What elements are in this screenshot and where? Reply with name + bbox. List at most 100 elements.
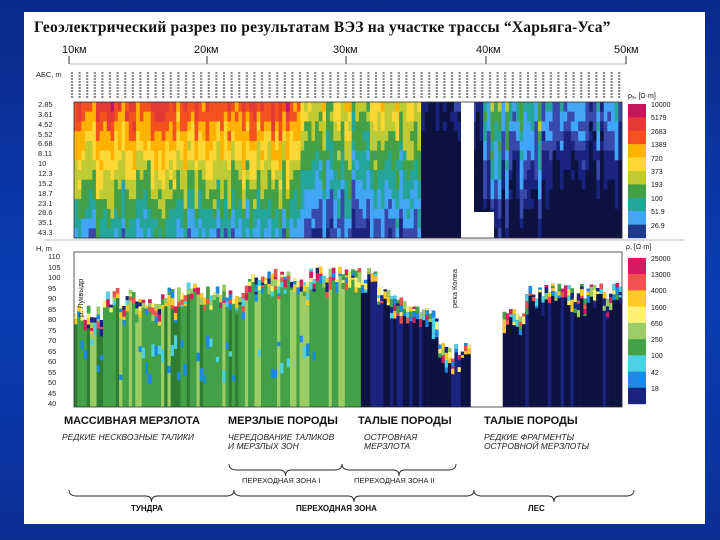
top-resistivity-cell: [329, 121, 334, 132]
top-resistivity-cell: [607, 140, 612, 151]
top-resistivity-cell: [358, 111, 363, 122]
top-resistivity-cell: [585, 150, 590, 161]
bottom-lens: [273, 370, 278, 378]
zone-subtitle: ЧЕРЕДОВАНИЕ ТАЛИКОВ И МЕРЗЛЫХ ЗОН: [228, 432, 335, 451]
top-resistivity-cell: [512, 111, 517, 122]
top-resistivity-cell: [388, 160, 393, 171]
top-resistivity-cell: [417, 140, 422, 151]
top-resistivity-cell: [537, 102, 542, 113]
bottom-column: [422, 309, 426, 407]
bottom-cap-layer: [464, 345, 468, 351]
top-resistivity-cell: [318, 179, 323, 190]
top-resistivity-cell: [340, 208, 345, 219]
top-resistivity-cell: [446, 189, 451, 200]
bottom-cap-layer: [399, 305, 404, 313]
top-resistivity-cell: [369, 102, 374, 113]
top-resistivity-cell: [318, 121, 323, 132]
bottom-cap-layer: [551, 286, 555, 289]
bottom-cap-layer: [135, 304, 139, 309]
bottom-cap-layer: [344, 269, 349, 276]
top-resistivity-cell: [318, 208, 323, 219]
top-resistivity-cell: [143, 160, 148, 171]
bottom-column: [83, 319, 88, 407]
top-resistivity-cell: [293, 199, 298, 210]
top-resistivity-cell: [523, 218, 528, 229]
top-resistivity-cell: [231, 228, 236, 239]
bottom-cap-layer: [438, 348, 442, 354]
top-resistivity-cell: [88, 131, 93, 142]
bottom-column: [74, 313, 78, 407]
top-resistivity-cell: [117, 170, 122, 181]
top-resistivity-cell: [344, 189, 349, 200]
top-resistivity-cell: [201, 228, 206, 239]
top-resistivity-cell: [534, 218, 539, 229]
top-resistivity-cell: [158, 121, 162, 132]
bottom-cap-layer: [248, 279, 252, 282]
bottom-column: [318, 266, 323, 407]
top-resistivity-cell: [395, 150, 400, 161]
top-resistivity-cell: [300, 102, 305, 113]
top-resistivity-cell: [201, 179, 206, 190]
top-resistivity-cell: [486, 199, 491, 210]
top-resistivity-cell: [216, 208, 221, 219]
bracket: [228, 463, 343, 477]
bottom-column: [283, 276, 288, 407]
bottom-cap-layer: [364, 279, 368, 284]
top-resistivity-cell: [508, 208, 513, 219]
top-resistivity-cell: [497, 228, 502, 239]
top-resistivity-cell: [483, 121, 488, 132]
bottom-lens: [299, 335, 304, 343]
bottom-column: [515, 313, 520, 407]
top-resistivity-cell: [110, 131, 115, 142]
top-resistivity-cell: [596, 199, 601, 210]
top-resistivity-cell: [556, 208, 561, 219]
top-resistivity-cell: [483, 160, 488, 171]
top-resistivity-cell: [143, 102, 148, 113]
top-resistivity-cell: [209, 199, 214, 210]
top-resistivity-cell: [198, 179, 203, 190]
top-resistivity-cell: [322, 189, 327, 200]
top-resistivity-cell: [512, 189, 517, 200]
top-resistivity-cell: [432, 111, 436, 122]
bottom-cap-layer: [161, 298, 165, 306]
top-resistivity-cell: [362, 228, 367, 239]
top-legend-swatch: [628, 171, 646, 185]
top-resistivity-cell: [377, 170, 382, 181]
top-resistivity-cell: [505, 189, 510, 200]
bottom-legend-value: 100: [651, 353, 663, 361]
top-resistivity-cell: [355, 160, 360, 171]
top-resistivity-cell: [369, 208, 374, 219]
top-resistivity-cell: [358, 121, 363, 132]
top-resistivity-cell: [154, 160, 159, 171]
top-resistivity-cell: [559, 228, 564, 239]
top-resistivity-cell: [563, 189, 568, 200]
top-resistivity-cell: [318, 131, 323, 142]
top-resistivity-cell: [117, 179, 122, 190]
top-resistivity-cell: [362, 179, 367, 190]
top-resistivity-cell: [501, 160, 506, 171]
top-resistivity-cell: [519, 170, 524, 181]
bottom-cap-layer: [251, 274, 255, 279]
bottom-column: [289, 281, 294, 407]
bottom-cap-layer: [141, 299, 146, 303]
top-resistivity-cell: [556, 102, 561, 113]
top-resistivity-cell: [176, 131, 181, 142]
bottom-cap-layer: [447, 351, 452, 358]
bottom-cap-layer: [425, 310, 429, 316]
top-resistivity-cell: [326, 179, 331, 190]
bottom-column: [547, 292, 552, 407]
top-resistivity-cell: [369, 228, 374, 239]
top-resistivity-cell: [574, 208, 579, 219]
top-resistivity-cell: [139, 140, 144, 151]
top-resistivity-cell: [399, 218, 404, 229]
bottom-column: [580, 284, 584, 407]
bottom-cap-layer: [235, 310, 239, 315]
top-resistivity-cell: [453, 150, 458, 161]
top-resistivity-cell: [453, 111, 458, 122]
top-resistivity-cell: [172, 170, 177, 181]
top-resistivity-cell: [369, 131, 374, 142]
top-resistivity-cell: [176, 208, 181, 219]
top-resistivity-cell: [253, 218, 257, 229]
top-resistivity-cell: [212, 218, 217, 229]
top-resistivity-cell: [614, 179, 619, 190]
